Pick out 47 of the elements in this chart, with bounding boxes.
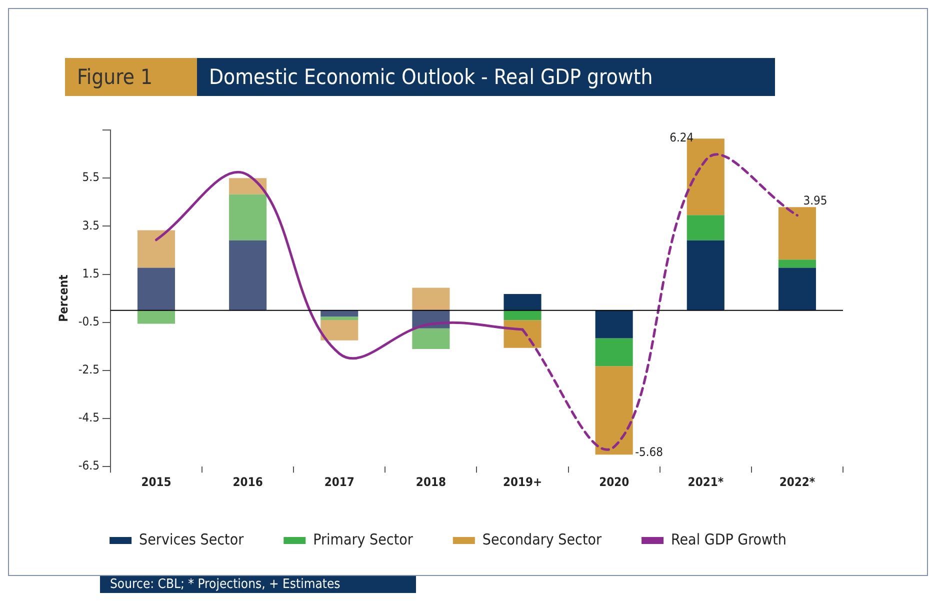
bar — [229, 240, 267, 310]
x-tick-label: 2020 — [599, 474, 630, 489]
bar — [229, 194, 267, 240]
bar — [504, 294, 542, 310]
legend-label: Primary Sector — [313, 530, 414, 548]
bar — [320, 316, 358, 320]
bar — [504, 310, 542, 320]
data-label: -5.68 — [635, 445, 664, 460]
y-tick-label: -0.5 — [78, 314, 100, 328]
y-tick-label: 3.5 — [82, 218, 100, 232]
y-tick-label: -6.5 — [78, 458, 100, 473]
bar — [778, 260, 816, 268]
bar — [137, 310, 176, 324]
x-tick-label: 2015 — [141, 474, 172, 489]
legend-label: Services Sector — [139, 530, 244, 548]
y-tick-label: -4.5 — [78, 410, 100, 425]
bar — [320, 320, 358, 340]
x-tick-label: 2022* — [779, 474, 816, 489]
y-tick-label: 1.5 — [82, 266, 100, 280]
source-note: Source: CBL; * Projections, + Estimates — [100, 576, 416, 593]
bar — [595, 366, 633, 455]
caption: Figure 1 — [65, 58, 197, 96]
bar — [229, 178, 267, 194]
bar — [778, 268, 816, 310]
chart-title: Domestic Economic Outlook - Real GDP growth — [197, 58, 775, 96]
x-tick-label: 2016 — [232, 474, 263, 489]
bar — [137, 268, 176, 310]
x-tick-label: 2019+ — [502, 474, 542, 489]
x-tick-label: 2017 — [324, 474, 354, 489]
y-tick-label: -2.5 — [78, 362, 100, 377]
bar — [595, 310, 633, 338]
bar — [686, 240, 724, 310]
legend-label: Real GDP Growth — [671, 530, 786, 548]
data-label: 6.24 — [670, 130, 694, 144]
y-axis-title: Percent — [56, 274, 70, 322]
bar — [504, 320, 542, 348]
x-tick-label: 2018 — [416, 474, 446, 489]
bar — [778, 207, 816, 260]
bar — [412, 328, 450, 350]
bar — [412, 288, 450, 310]
bar — [686, 215, 724, 240]
bar — [595, 338, 633, 366]
data-label: 3.95 — [803, 193, 828, 208]
legend-label: Secondary Sector — [482, 530, 602, 548]
bar — [137, 230, 176, 268]
y-tick-label: 5.5 — [82, 170, 100, 184]
x-tick-label: 2021* — [688, 474, 724, 489]
